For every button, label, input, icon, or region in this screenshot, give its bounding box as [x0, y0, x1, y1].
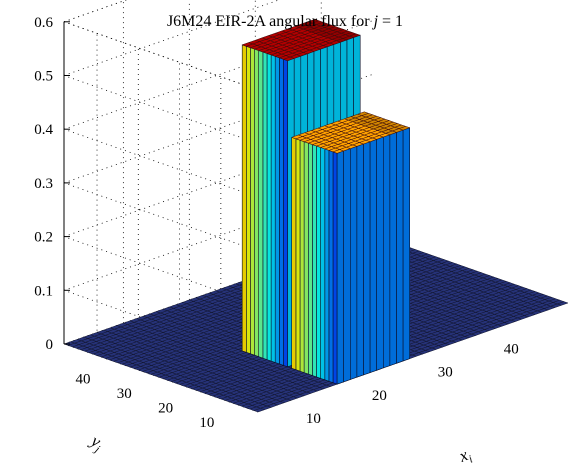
surface-column-front-strip — [336, 150, 345, 385]
chart-title-suffix: = 1 — [378, 13, 403, 30]
surface-column-front-strip — [402, 127, 411, 362]
y-tick-label: 20 — [158, 401, 173, 417]
grid-line-z-left — [63, 75, 259, 144]
y-axis-label: yj — [85, 430, 107, 455]
z-tick-label: 0 — [46, 337, 54, 353]
surface-column-left-strip — [258, 50, 264, 359]
grid-line-z-left — [63, 182, 259, 252]
surface-column-front-strip — [343, 148, 351, 383]
surface-column-left-strip — [312, 144, 317, 378]
chart-title-variable: j — [372, 13, 379, 30]
surface-column-left-strip — [291, 136, 297, 371]
x-tick-label: 10 — [306, 411, 321, 427]
x-tick-label: 30 — [438, 365, 453, 381]
surface-column-left-strip — [316, 145, 321, 379]
surface-column-left-strip — [254, 48, 260, 358]
surface-column-front-strip — [363, 141, 371, 376]
surface-column-left-strip — [262, 51, 268, 361]
surface-column-front-strip — [349, 145, 358, 380]
z-tick-label: 0.3 — [34, 176, 53, 192]
surface-column-left-strip — [324, 148, 330, 382]
surface-column-left-strip — [328, 149, 334, 384]
y-tick-label: 40 — [76, 372, 91, 388]
tick-layer: 0 0.1 0.2 0.3 0.4 0.5 0.6 10 20 30 40 10 20 30 40 — [34, 15, 518, 431]
surface-column-left-strip — [283, 58, 288, 368]
surface-column-left-strip — [241, 44, 247, 353]
chart-title: J6M24 EIR-2A angular flux for j = 1 — [167, 13, 403, 30]
surface-column-top-cell — [356, 111, 370, 116]
surface-column-left-strip — [332, 151, 338, 385]
surface-column-left-strip — [279, 57, 284, 366]
x-axis-label: xi — [455, 444, 474, 466]
x-tick-label: 20 — [372, 388, 387, 404]
x-axis-label-subscript: i — [467, 453, 474, 465]
y-axis-label-subscript: j — [91, 442, 101, 455]
surface-column-left-strip — [299, 139, 305, 374]
surface-column-left-strip — [274, 55, 280, 365]
surface-column-left-strip — [295, 138, 301, 372]
grid-line-z-left — [63, 128, 259, 198]
x-tick-label: 40 — [504, 342, 519, 358]
surface-column-left-strip — [320, 147, 326, 381]
surface-column-left-strip — [250, 47, 255, 356]
surface-column-top-cell — [307, 19, 320, 24]
surface-layer — [63, 19, 569, 413]
z-tick-label: 0.2 — [34, 230, 53, 246]
z-tick-label: 0.5 — [34, 69, 53, 85]
z-tick-label: 0.1 — [34, 283, 53, 299]
surface-column-left-strip — [303, 141, 309, 375]
surface-column-front-strip — [356, 143, 364, 378]
surface-column-front-strip — [382, 134, 391, 369]
surface-column-left-strip — [266, 53, 272, 362]
surface-column-left-strip — [246, 45, 251, 355]
surface-column-front-strip — [376, 136, 384, 371]
surface-column-front-strip — [389, 131, 397, 367]
surface-column-left-strip — [270, 54, 276, 363]
z-tick-label: 0.4 — [34, 122, 53, 138]
y-tick-label: 10 — [199, 415, 214, 431]
chart-title-prefix: J6M24 EIR-2A angular flux for — [167, 13, 374, 30]
y-tick-label: 30 — [117, 386, 132, 402]
surface-column-left-strip — [307, 142, 313, 376]
surface-column-front-strip — [369, 138, 378, 374]
z-tick-label: 0.6 — [34, 15, 53, 31]
surface-column-front-strip — [396, 129, 404, 364]
